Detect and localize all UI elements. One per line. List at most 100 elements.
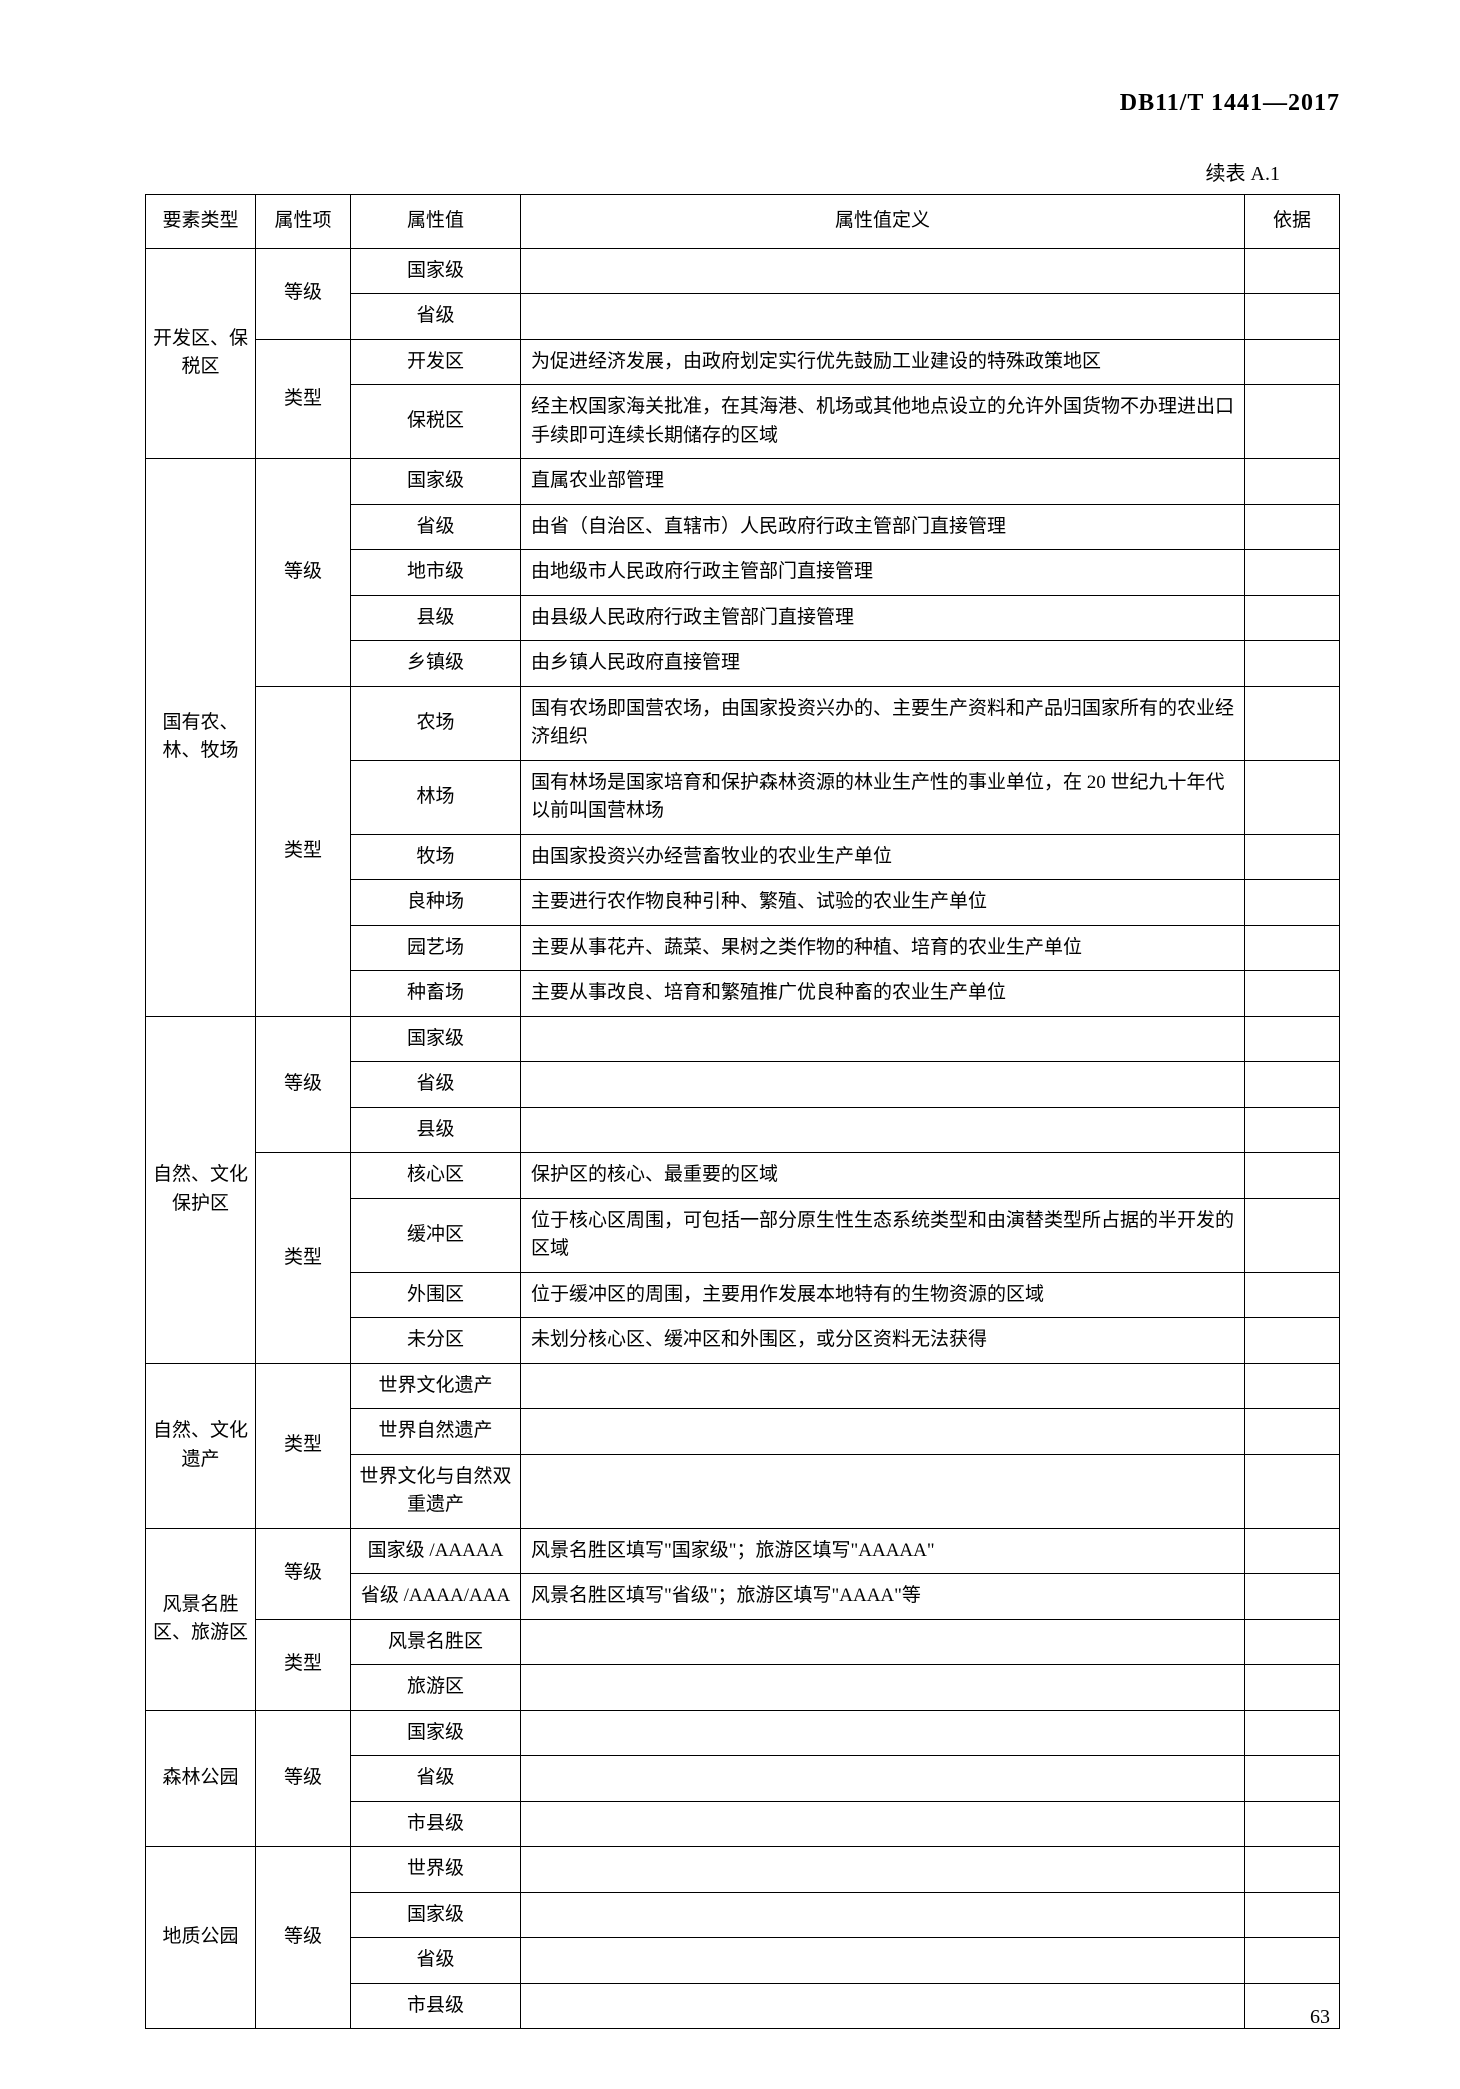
cell-attr-value: 世界自然遗产 [351, 1409, 521, 1455]
cell-attr-value: 种畜场 [351, 971, 521, 1017]
table-body: 开发区、保税区等级国家级省级类型开发区为促进经济发展，由政府划定实行优先鼓励工业… [146, 248, 1340, 2029]
table-row: 类型开发区为促进经济发展，由政府划定实行优先鼓励工业建设的特殊政策地区 [146, 339, 1340, 385]
cell-basis [1245, 1938, 1340, 1984]
cell-attr-def [521, 1107, 1245, 1153]
cell-attr-def [521, 1062, 1245, 1108]
table-row: 地质公园等级世界级 [146, 1847, 1340, 1893]
cell-basis [1245, 1710, 1340, 1756]
cell-basis [1245, 880, 1340, 926]
cell-basis [1245, 1409, 1340, 1455]
cell-attr-item: 等级 [256, 1528, 351, 1619]
cell-basis [1245, 1756, 1340, 1802]
cell-basis [1245, 760, 1340, 834]
cell-attr-value: 世界级 [351, 1847, 521, 1893]
cell-element-type: 风景名胜区、旅游区 [146, 1528, 256, 1710]
cell-basis [1245, 1198, 1340, 1272]
cell-attr-def: 国有农场即国营农场，由国家投资兴办的、主要生产资料和产品归国家所有的农业经济组织 [521, 686, 1245, 760]
cell-attr-def [521, 1892, 1245, 1938]
cell-attr-value: 国家级 /AAAAA [351, 1528, 521, 1574]
cell-attr-value: 林场 [351, 760, 521, 834]
cell-basis [1245, 1574, 1340, 1620]
cell-basis [1245, 971, 1340, 1017]
cell-attr-def: 主要进行农作物良种引种、繁殖、试验的农业生产单位 [521, 880, 1245, 926]
cell-attr-item: 等级 [256, 459, 351, 687]
cell-attr-def: 由地级市人民政府行政主管部门直接管理 [521, 550, 1245, 596]
cell-attr-item: 类型 [256, 686, 351, 1016]
cell-attr-def [521, 1710, 1245, 1756]
cell-attr-def: 国有林场是国家培育和保护森林资源的林业生产性的事业单位，在 20 世纪九十年代以… [521, 760, 1245, 834]
cell-attr-value: 乡镇级 [351, 641, 521, 687]
cell-attr-value: 风景名胜区 [351, 1619, 521, 1665]
cell-attr-def: 由省（自治区、直辖市）人民政府行政主管部门直接管理 [521, 504, 1245, 550]
header-attr-item: 属性项 [256, 195, 351, 249]
cell-attr-def [521, 1983, 1245, 2029]
cell-attr-value: 县级 [351, 595, 521, 641]
table-caption: 续表 A.1 [145, 157, 1340, 186]
cell-attr-value: 园艺场 [351, 925, 521, 971]
cell-attr-def [521, 1756, 1245, 1802]
cell-attr-item: 类型 [256, 339, 351, 459]
cell-attr-value: 旅游区 [351, 1665, 521, 1711]
cell-attr-value: 国家级 [351, 1016, 521, 1062]
cell-attr-value: 世界文化遗产 [351, 1363, 521, 1409]
table-row: 森林公园等级国家级 [146, 1710, 1340, 1756]
cell-attr-def [521, 1409, 1245, 1455]
cell-basis [1245, 925, 1340, 971]
cell-attr-value: 未分区 [351, 1318, 521, 1364]
cell-basis [1245, 834, 1340, 880]
cell-attr-value: 地市级 [351, 550, 521, 596]
cell-attr-def: 未划分核心区、缓冲区和外围区，或分区资料无法获得 [521, 1318, 1245, 1364]
cell-attr-def: 直属农业部管理 [521, 459, 1245, 505]
cell-attr-def: 由国家投资兴办经营畜牧业的农业生产单位 [521, 834, 1245, 880]
cell-basis [1245, 550, 1340, 596]
cell-attr-value: 市县级 [351, 1801, 521, 1847]
cell-basis [1245, 248, 1340, 294]
cell-attr-value: 国家级 [351, 1710, 521, 1756]
cell-attr-def: 主要从事花卉、蔬菜、果树之类作物的种植、培育的农业生产单位 [521, 925, 1245, 971]
cell-attr-def [521, 248, 1245, 294]
cell-attr-item: 类型 [256, 1363, 351, 1528]
cell-basis [1245, 1801, 1340, 1847]
header-attr-value: 属性值 [351, 195, 521, 249]
header-element-type: 要素类型 [146, 195, 256, 249]
cell-attr-value: 核心区 [351, 1153, 521, 1199]
page-number: 63 [1310, 2006, 1330, 2029]
cell-basis [1245, 1454, 1340, 1528]
cell-attr-def [521, 1847, 1245, 1893]
cell-attr-def [521, 1016, 1245, 1062]
table-row: 类型风景名胜区 [146, 1619, 1340, 1665]
cell-basis [1245, 686, 1340, 760]
cell-basis [1245, 1016, 1340, 1062]
table-row: 国有农、林、牧场等级国家级直属农业部管理 [146, 459, 1340, 505]
table-header: 要素类型 属性项 属性值 属性值定义 依据 [146, 195, 1340, 249]
cell-attr-value: 农场 [351, 686, 521, 760]
cell-element-type: 国有农、林、牧场 [146, 459, 256, 1017]
cell-basis [1245, 1892, 1340, 1938]
cell-attr-value: 省级 /AAAA/AAA [351, 1574, 521, 1620]
cell-element-type: 自然、文化遗产 [146, 1363, 256, 1528]
table-row: 自然、文化遗产类型世界文化遗产 [146, 1363, 1340, 1409]
header-basis: 依据 [1245, 195, 1340, 249]
cell-attr-value: 缓冲区 [351, 1198, 521, 1272]
cell-attr-def: 由乡镇人民政府直接管理 [521, 641, 1245, 687]
document-page: DB11/T 1441—2017 续表 A.1 要素类型 属性项 属性值 属性值… [0, 0, 1460, 2089]
cell-element-type: 地质公园 [146, 1847, 256, 2029]
cell-attr-def [521, 294, 1245, 340]
cell-element-type: 开发区、保税区 [146, 248, 256, 459]
cell-attr-value: 省级 [351, 504, 521, 550]
cell-attr-def: 由县级人民政府行政主管部门直接管理 [521, 595, 1245, 641]
attribute-table: 要素类型 属性项 属性值 属性值定义 依据 开发区、保税区等级国家级省级类型开发… [145, 194, 1340, 2029]
cell-attr-value: 外围区 [351, 1272, 521, 1318]
cell-attr-def: 位于核心区周围，可包括一部分原生性生态系统类型和由演替类型所占据的半开发的区域 [521, 1198, 1245, 1272]
cell-attr-value: 国家级 [351, 248, 521, 294]
cell-basis [1245, 1619, 1340, 1665]
cell-attr-item: 类型 [256, 1619, 351, 1710]
cell-basis [1245, 1665, 1340, 1711]
table-row: 类型核心区保护区的核心、最重要的区域 [146, 1153, 1340, 1199]
cell-attr-value: 良种场 [351, 880, 521, 926]
cell-attr-value: 县级 [351, 1107, 521, 1153]
document-id: DB11/T 1441—2017 [145, 90, 1340, 117]
cell-basis [1245, 1153, 1340, 1199]
table-row: 类型农场国有农场即国营农场，由国家投资兴办的、主要生产资料和产品归国家所有的农业… [146, 686, 1340, 760]
cell-basis [1245, 1363, 1340, 1409]
